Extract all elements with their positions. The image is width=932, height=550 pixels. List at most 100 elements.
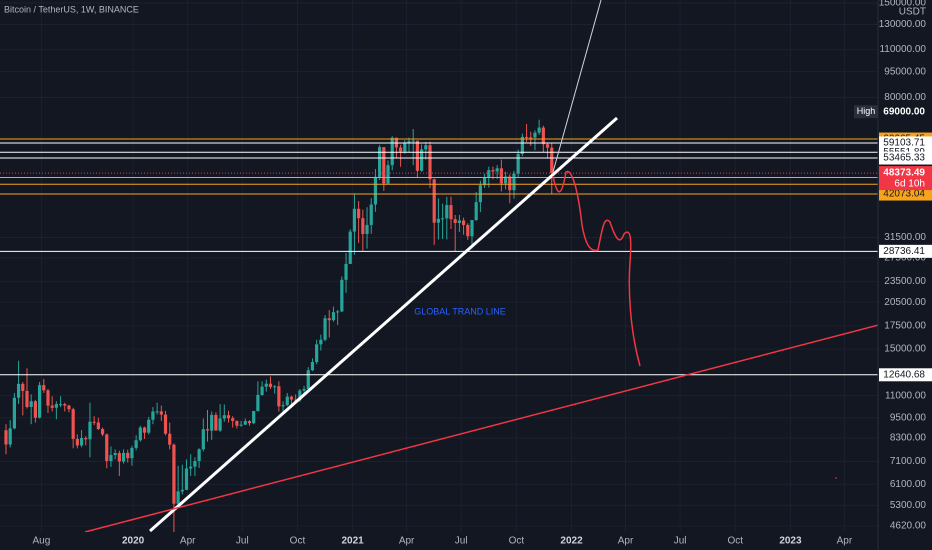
price-tag-label: 12640.68 bbox=[883, 369, 925, 380]
x-tick-label: Apr bbox=[399, 536, 415, 547]
candle-body bbox=[403, 143, 407, 152]
y-tick-label: 8300.00 bbox=[890, 433, 927, 444]
price-tag-label: 28736.41 bbox=[883, 246, 925, 257]
candle-body bbox=[33, 401, 37, 418]
y-tick-label: 95000.00 bbox=[884, 66, 926, 77]
global-trend-line bbox=[149, 116, 618, 532]
candle-body bbox=[88, 421, 92, 440]
price-tag bbox=[879, 151, 932, 165]
candle-body bbox=[159, 411, 163, 415]
candle-body bbox=[239, 424, 243, 426]
y-tick-label: 31500.00 bbox=[884, 232, 926, 243]
x-tick-label: Apr bbox=[618, 536, 634, 547]
candle-body bbox=[92, 421, 96, 423]
y-tick-label: 130000.00 bbox=[879, 19, 927, 30]
candle-body bbox=[16, 383, 21, 398]
candle-body bbox=[319, 339, 323, 345]
candle-body bbox=[545, 144, 550, 148]
candle-body bbox=[184, 468, 189, 490]
candle-body bbox=[46, 390, 50, 406]
candle-body bbox=[436, 218, 441, 223]
price-tag bbox=[879, 187, 932, 201]
price-tag bbox=[879, 244, 932, 258]
candle-body bbox=[411, 140, 415, 142]
axes: 150000.00 130000.00 110000.00 95000.00 80000… bbox=[32, 0, 932, 547]
candle-body bbox=[37, 385, 42, 418]
y-tick-label: 7100.00 bbox=[890, 456, 927, 467]
candle-body bbox=[67, 405, 71, 410]
y-tick-label: 80000.00 bbox=[884, 92, 926, 103]
candle-body bbox=[147, 419, 151, 433]
candle-body bbox=[361, 218, 365, 234]
candle-body bbox=[432, 179, 436, 223]
candle-body bbox=[260, 386, 264, 395]
candle-body bbox=[100, 429, 105, 435]
candle-body bbox=[113, 453, 117, 456]
candle-body bbox=[222, 415, 226, 419]
y-tick-label: 110000.00 bbox=[879, 44, 926, 55]
candle-body bbox=[336, 311, 340, 313]
candle-body bbox=[331, 312, 336, 321]
candle-body bbox=[151, 411, 155, 420]
candle-body bbox=[310, 362, 315, 371]
x-tick-label: 2023 bbox=[779, 536, 802, 547]
x-tick-label: 2022 bbox=[560, 536, 583, 547]
x-tick-label: 2021 bbox=[342, 536, 365, 547]
candle-body bbox=[516, 153, 520, 174]
x-tick-label: Oct bbox=[290, 536, 306, 547]
x-tick-label: Apr bbox=[837, 536, 853, 547]
last-price-tag bbox=[879, 166, 932, 191]
candle-body bbox=[344, 263, 348, 280]
candle-body bbox=[71, 409, 75, 439]
x-tick-label: Aug bbox=[32, 536, 50, 547]
candle-body bbox=[25, 390, 29, 408]
candle-body bbox=[369, 204, 373, 225]
price-axis bbox=[878, 0, 932, 550]
candle-body bbox=[210, 414, 214, 431]
dot bbox=[835, 477, 837, 479]
candle-body bbox=[491, 170, 495, 172]
y-tick-label: 27500.00 bbox=[884, 253, 926, 264]
candle-body bbox=[415, 140, 420, 171]
candle-body bbox=[42, 385, 46, 391]
candle-body bbox=[75, 438, 79, 446]
support-line bbox=[84, 324, 878, 532]
candle-body bbox=[289, 396, 294, 400]
candle-body bbox=[54, 404, 58, 408]
candle-body bbox=[172, 444, 176, 504]
candle-body bbox=[537, 127, 541, 133]
candle-body bbox=[277, 386, 281, 407]
price-tag-label: 53465.33 bbox=[883, 153, 925, 164]
candle-body bbox=[96, 422, 100, 430]
candle-body bbox=[205, 429, 210, 431]
y-tick-label: 20500.00 bbox=[884, 297, 926, 308]
price-unit: USDT bbox=[899, 7, 926, 18]
candle-body bbox=[218, 418, 222, 431]
chart-title: Bitcoin / TetherUS, 1W, BINANCE bbox=[4, 4, 139, 14]
candle-body bbox=[214, 414, 218, 431]
forecast-path bbox=[552, 170, 641, 367]
candle-body bbox=[373, 176, 378, 205]
x-tick-label: Jul bbox=[236, 536, 249, 547]
candle-body bbox=[163, 414, 168, 434]
candle-body bbox=[508, 176, 512, 191]
countdown-label: 6d 10h bbox=[894, 179, 925, 190]
candle-body bbox=[176, 491, 180, 504]
candle-body bbox=[440, 218, 445, 220]
candle-body bbox=[474, 202, 478, 221]
candle-body bbox=[264, 383, 268, 387]
y-tick-label: 5300.00 bbox=[890, 500, 927, 511]
drawings bbox=[84, 0, 878, 532]
candle-body bbox=[482, 177, 487, 186]
candle-body bbox=[105, 434, 109, 462]
candle-body bbox=[424, 145, 428, 150]
candle-body bbox=[29, 401, 33, 408]
candle-body bbox=[58, 404, 63, 406]
candle-body bbox=[533, 132, 537, 138]
y-tick-label: 11000.00 bbox=[885, 390, 926, 401]
y-tick-label: 23500.00 bbox=[884, 276, 926, 287]
candle-body bbox=[126, 452, 130, 459]
candle-body bbox=[340, 279, 344, 312]
